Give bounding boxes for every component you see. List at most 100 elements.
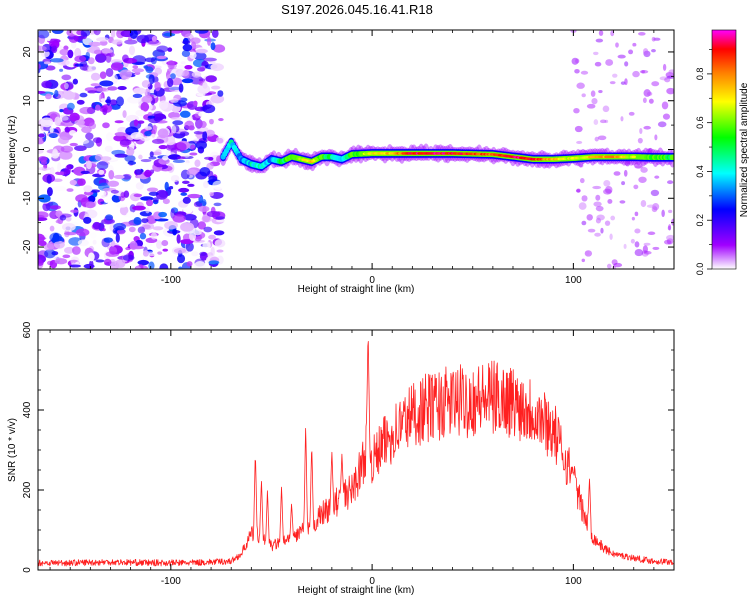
noise-speckle [639,128,643,135]
noise-speckle [162,198,170,205]
noise-speckle [581,93,586,98]
noise-speckle [581,195,588,202]
noise-speckle [147,112,153,116]
noise-speckle [134,169,143,175]
noise-speckle [69,129,77,136]
noise-speckle [162,248,169,252]
y-tick-label: 200 [22,481,33,498]
noise-speckle [179,110,191,118]
noise-speckle [38,259,44,266]
noise-speckle [85,201,96,209]
noise-speckle [38,194,51,203]
noise-speckle [168,186,174,190]
noise-speckle [141,95,153,104]
noise-speckle [60,145,74,153]
noise-speckle [114,153,128,158]
noise-speckle [72,78,78,85]
noise-speckle [212,44,226,53]
snr-series-line [38,341,674,567]
noise-speckle [573,108,580,114]
noise-speckle [133,193,143,198]
noise-speckle [130,131,144,140]
noise-speckle [144,88,151,98]
noise-speckle [215,219,225,223]
noise-speckle [141,218,149,224]
noise-speckle [634,241,640,248]
noise-speckle [52,178,63,183]
noise-speckle [137,226,146,234]
noise-speckle [133,119,139,127]
noise-speckle [598,89,603,94]
noise-speckle [159,263,169,269]
noise-speckle [198,78,206,82]
noise-speckle [190,144,196,151]
noise-speckle [66,102,75,111]
noise-speckle [41,80,52,89]
noise-speckle [79,139,90,144]
noise-speckle [605,59,614,66]
noise-speckle [87,90,97,94]
noise-speckle [141,222,155,230]
noise-speckle [48,40,60,48]
noise-speckle [628,111,635,116]
noise-speckle [205,75,217,83]
colorbar-tick-label: 0.8 [695,68,705,81]
noise-speckle [209,192,214,197]
noise-speckle [38,90,46,94]
snr-panel: -100 0 100 0 200 400 600 Height of straight l… [7,321,675,596]
noise-speckle [146,199,154,207]
noise-speckle [49,58,64,63]
snr-y-label: SNR (10 * v/v) [7,418,18,482]
noise-speckle [189,152,198,156]
noise-speckle [38,137,45,145]
noise-speckle [38,63,41,70]
noise-speckle [54,89,59,98]
noise-speckle [114,259,126,268]
noise-speckle [69,142,78,147]
noise-speckle [211,30,219,39]
noise-speckle [628,49,634,55]
noise-speckle [114,132,126,137]
noise-speckle [115,233,120,243]
noise-speckle [144,130,152,137]
noise-speckle [183,205,194,214]
noise-speckle [641,70,645,74]
spectrogram-x-label: Height of straight line (km) [298,284,415,295]
noise-speckle [662,63,667,71]
noise-speckle [619,200,626,204]
noise-speckle [66,188,74,192]
y-tick-label: 0 [22,146,33,152]
noise-speckle [120,191,126,199]
noise-speckle [199,167,211,177]
noise-speckle [182,44,193,52]
noise-speckle [88,122,97,130]
noise-speckle [178,83,184,93]
noise-speckle [595,38,604,43]
noise-speckle [187,140,201,144]
noise-speckle [132,65,139,69]
noise-speckle [151,35,158,42]
noise-speckle [592,185,602,190]
noise-speckle [210,63,224,72]
noise-speckle [156,45,169,53]
noise-speckle [169,85,181,92]
noise-speckle [105,99,111,104]
noise-speckle [606,263,612,269]
noise-speckle [595,205,604,212]
noise-speckle [667,180,674,185]
noise-speckle [185,242,194,252]
noise-speckle [59,214,67,221]
noise-speckle [593,201,602,207]
noise-speckle [103,258,112,266]
noise-speckle [604,220,611,226]
noise-speckle [156,240,162,250]
noise-speckle [631,216,635,221]
noise-speckle [202,180,209,189]
noise-speckle [170,174,180,182]
noise-speckle [148,261,155,269]
noise-speckle [634,211,639,217]
noise-speckle [170,117,182,121]
noise-speckle [105,214,114,221]
